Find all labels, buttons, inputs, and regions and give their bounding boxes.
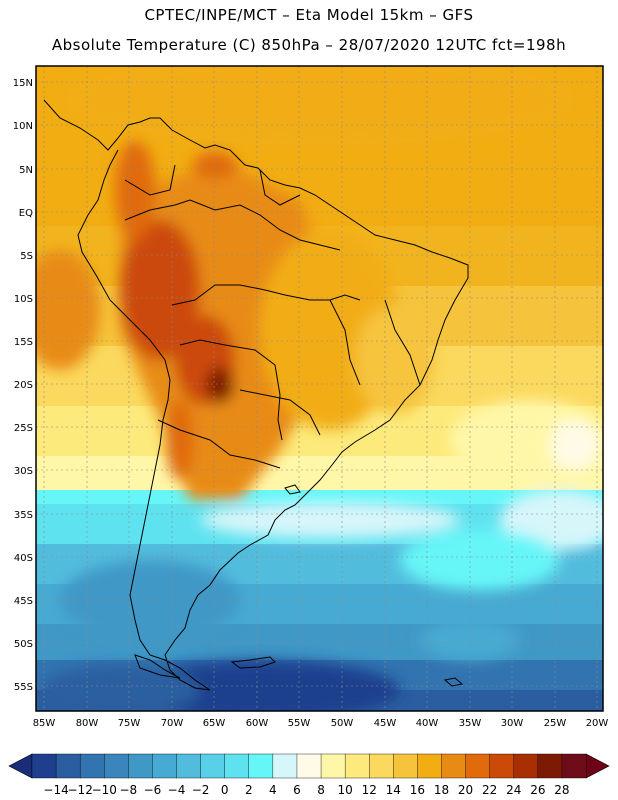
colorbar-labels: −14−12−10 −8 −6 −4 −2 0 2 4 6 8 10 12 14 16 18 20 22 24 26… bbox=[43, 783, 569, 797]
map-frame bbox=[35, 65, 604, 712]
colorbar-label: 26 bbox=[530, 783, 545, 797]
colorbar-label: −12 bbox=[68, 783, 93, 797]
lon-label: 60W bbox=[246, 718, 269, 729]
map-title-line2: Absolute Temperature (C) 850hPa – 28/07/… bbox=[51, 36, 567, 54]
lon-label: 50W bbox=[331, 718, 354, 729]
colorbar-label: −10 bbox=[92, 783, 117, 797]
colorbar-swatch bbox=[79, 753, 105, 779]
colorbar-swatch bbox=[417, 753, 442, 779]
lon-label: 20W bbox=[586, 718, 609, 729]
lat-label: 55S bbox=[14, 682, 33, 693]
colorbar-label: −4 bbox=[168, 783, 186, 797]
colorbar-label: 20 bbox=[458, 783, 473, 797]
lon-label: 75W bbox=[118, 718, 141, 729]
colorbar-swatch bbox=[200, 753, 226, 779]
colorbar-swatch bbox=[31, 753, 57, 779]
colorbar-swatch bbox=[513, 753, 539, 779]
colorbar-swatch bbox=[489, 753, 515, 779]
colorbar-label: 22 bbox=[482, 783, 497, 797]
lat-label: 5S bbox=[20, 251, 33, 262]
longitude-labels: 85W 80W 75W 70W 65W 60W 55W 50W 45W 40W … bbox=[33, 718, 609, 729]
colorbar-label: −8 bbox=[119, 783, 137, 797]
lat-label: 45S bbox=[14, 596, 33, 607]
colorbar-swatch bbox=[55, 753, 81, 779]
lon-label: 65W bbox=[203, 718, 226, 729]
colorbar-swatch bbox=[272, 753, 298, 779]
lon-label: 35W bbox=[459, 718, 482, 729]
lat-label: 40S bbox=[14, 553, 33, 564]
colorbar-label: −6 bbox=[144, 783, 162, 797]
coastline-and-borders bbox=[43, 99, 469, 691]
colorbar-label: 12 bbox=[362, 783, 377, 797]
colorbar-swatch bbox=[224, 753, 250, 779]
colorbar-label: 10 bbox=[337, 783, 352, 797]
lat-label: 25S bbox=[14, 423, 33, 434]
colorbar-max-arrow bbox=[585, 753, 610, 779]
lon-label: 30W bbox=[501, 718, 524, 729]
colorbar-swatch bbox=[441, 753, 467, 779]
lat-label: 5N bbox=[19, 165, 33, 176]
colorbar-label: 24 bbox=[506, 783, 521, 797]
temperature-field bbox=[36, 66, 603, 711]
lon-label: 85W bbox=[33, 718, 56, 729]
lat-label: 15S bbox=[14, 337, 33, 348]
lat-label: 10N bbox=[13, 121, 33, 132]
colorbar-swatch bbox=[128, 753, 153, 779]
colorbar-swatch bbox=[248, 753, 274, 779]
colorbar-swatch bbox=[176, 753, 202, 779]
colorbar-swatch bbox=[152, 753, 178, 779]
lon-label: 55W bbox=[288, 718, 311, 729]
colorbar-swatch bbox=[369, 753, 394, 779]
colorbar-swatch bbox=[393, 753, 418, 779]
colorbar-label: 0 bbox=[221, 783, 229, 797]
colorbar: −14−12−10 −8 −6 −4 −2 0 2 4 6 8 10 12 14 16 18 20 22 24 26… bbox=[8, 753, 610, 797]
colorbar-swatch bbox=[320, 753, 346, 779]
colorbar-min-arrow bbox=[8, 753, 33, 779]
lat-label: 20S bbox=[14, 380, 33, 391]
colorbar-swatch bbox=[344, 753, 370, 779]
colorbar-label: −2 bbox=[192, 783, 210, 797]
lon-label: 80W bbox=[76, 718, 99, 729]
colorbar-label: 16 bbox=[410, 783, 425, 797]
lat-label: 30S bbox=[14, 466, 33, 477]
latitude-labels: 15N 10N 5N EQ 5S 10S 15S 20S 25S 30S 35S… bbox=[13, 78, 33, 693]
colorbar-label: 28 bbox=[554, 783, 569, 797]
colorbar-label: 4 bbox=[269, 783, 277, 797]
map-title-line1: CPTEC/INPE/MCT – Eta Model 15km – GFS bbox=[144, 6, 474, 24]
colorbar-swatch bbox=[561, 753, 587, 779]
colorbar-label: 14 bbox=[386, 783, 401, 797]
colorbar-swatch bbox=[537, 753, 563, 779]
colorbar-label: 2 bbox=[245, 783, 253, 797]
lon-label: 45W bbox=[374, 718, 397, 729]
lon-label: 70W bbox=[161, 718, 184, 729]
colorbar-swatches bbox=[31, 753, 587, 779]
lat-label: 50S bbox=[14, 639, 33, 650]
colorbar-label: 18 bbox=[434, 783, 449, 797]
colorbar-label: −14 bbox=[43, 783, 68, 797]
colorbar-swatch bbox=[296, 753, 322, 779]
lon-label: 25W bbox=[544, 718, 567, 729]
lat-label: EQ bbox=[19, 208, 33, 219]
colorbar-swatch bbox=[104, 753, 129, 779]
colorbar-swatch bbox=[465, 753, 491, 779]
lon-label: 40W bbox=[416, 718, 439, 729]
colorbar-label: 8 bbox=[317, 783, 325, 797]
lat-label: 15N bbox=[13, 78, 33, 89]
lat-label: 35S bbox=[14, 510, 33, 521]
colorbar-label: 6 bbox=[293, 783, 301, 797]
lat-label: 10S bbox=[14, 294, 33, 305]
